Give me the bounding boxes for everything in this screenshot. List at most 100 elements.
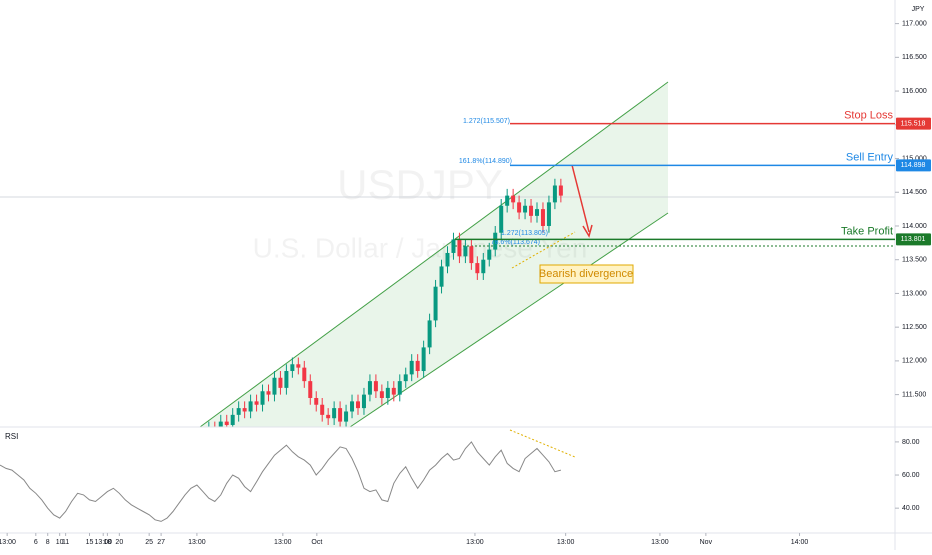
y-tick-label: 116.000 — [902, 88, 927, 95]
price-tag-label: 114.898 — [901, 162, 926, 169]
candle-body — [302, 367, 307, 382]
candle-body — [457, 239, 462, 257]
y-tick-label: 112.500 — [902, 324, 927, 331]
candle-body — [320, 404, 325, 415]
candle-body — [236, 408, 241, 415]
watermark-subtitle: U.S. Dollar / Japanese Yen — [253, 232, 588, 263]
rsi-line — [0, 441, 562, 522]
candle-body — [290, 364, 295, 372]
candle-body — [529, 205, 534, 216]
candle-body — [540, 209, 545, 226]
candle-body — [248, 401, 253, 412]
candle-body — [475, 263, 480, 274]
candle-body — [266, 391, 271, 395]
candle-body — [499, 205, 504, 233]
candle-body — [308, 381, 313, 398]
candle-body — [284, 371, 289, 388]
price-tag — [896, 117, 931, 130]
x-tick-label: 15 — [86, 539, 94, 546]
fib-label: 1.272(115.507) — [463, 118, 510, 125]
y-tick-label: 115.000 — [902, 155, 927, 162]
x-tick-label: 13:00 — [188, 539, 206, 546]
price-tag-label: 115.518 — [901, 120, 926, 127]
x-tick-label: 13:00 — [557, 539, 575, 546]
y-tick-label: 113.000 — [902, 290, 927, 297]
candle-body — [254, 401, 259, 405]
y-tick-label: 116.500 — [902, 54, 927, 61]
channel-upper — [199, 81, 669, 428]
candle-body — [403, 374, 408, 382]
candle-body — [350, 401, 355, 412]
candle-body — [505, 195, 510, 206]
x-tick-label: 11 — [62, 539, 69, 546]
x-tick-label: 6 — [34, 539, 38, 546]
candle-body — [463, 246, 468, 257]
candle-body — [326, 414, 331, 419]
y-tick-label: 117.000 — [902, 20, 927, 27]
x-tick-label: 13:00 — [0, 539, 16, 546]
divergence-line — [511, 231, 576, 269]
y-tick-label: 113.500 — [902, 257, 927, 264]
fib-label: 161.8%(114.890) — [459, 158, 512, 165]
candle-body — [535, 209, 539, 216]
candle-body — [558, 185, 563, 196]
x-tick-label: 25 — [145, 539, 153, 546]
candle-body — [260, 391, 265, 405]
candle-body — [332, 408, 337, 419]
candle-body — [344, 411, 349, 422]
x-tick-label: 8 — [46, 539, 50, 546]
candle-body — [356, 401, 360, 409]
x-tick-label: Nov — [700, 539, 713, 546]
price-pane — [208, 178, 563, 427]
level-name: Stop Loss — [844, 109, 893, 121]
y-tick-label: 111.500 — [902, 391, 926, 398]
candle-body — [433, 286, 438, 321]
candle-body — [296, 364, 301, 368]
candle-body — [439, 266, 444, 287]
candle-body — [409, 360, 414, 375]
candle-body — [546, 202, 551, 226]
fib-label: 1.272(113.805) — [501, 230, 548, 237]
candle-body — [445, 252, 450, 267]
x-tick-label: 18 — [104, 539, 112, 546]
arrow — [571, 164, 590, 233]
level-name: Sell Entry — [846, 151, 894, 163]
candle-body — [373, 381, 378, 392]
x-tick-label: 13:00 — [651, 539, 669, 546]
candle-body — [451, 239, 456, 253]
candle-body — [552, 185, 557, 203]
x-tick-label: 13:00 — [466, 539, 484, 546]
candle-body — [338, 408, 343, 422]
x-tick-label: 27 — [157, 539, 165, 546]
candle-body — [427, 320, 432, 348]
x-tick-label: Oct — [311, 539, 322, 546]
candle-body — [218, 421, 223, 427]
x-tick-label: 14:00 — [791, 539, 809, 546]
level-name: Take Profit — [841, 225, 893, 237]
candle-body — [511, 195, 516, 203]
currency-label: JPY — [912, 6, 925, 13]
x-tick-label: 20 — [115, 539, 123, 546]
candle-body — [517, 202, 522, 213]
x-tick-label: 13:00 — [274, 539, 292, 546]
candle-body — [361, 394, 366, 409]
candle-body — [487, 249, 492, 260]
candle-body — [272, 377, 277, 395]
price-tag — [896, 233, 931, 246]
y-tick-label: 80.00 — [902, 439, 920, 446]
candle-body — [481, 259, 486, 274]
candle-body — [397, 381, 402, 395]
y-tick-label: 114.000 — [902, 223, 927, 230]
x-tick-label: 10 — [56, 539, 64, 546]
y-tick-label: 60.00 — [902, 472, 920, 479]
candle-body — [415, 360, 420, 372]
arrow-head — [582, 224, 593, 238]
candle-body — [242, 408, 247, 412]
candle-body — [367, 381, 372, 395]
candle-body — [469, 246, 474, 264]
y-tick-label: 40.00 — [902, 505, 920, 512]
divergence-label: Bearish divergence — [539, 268, 633, 280]
candle-body — [278, 377, 283, 388]
candle-body — [379, 391, 384, 398]
